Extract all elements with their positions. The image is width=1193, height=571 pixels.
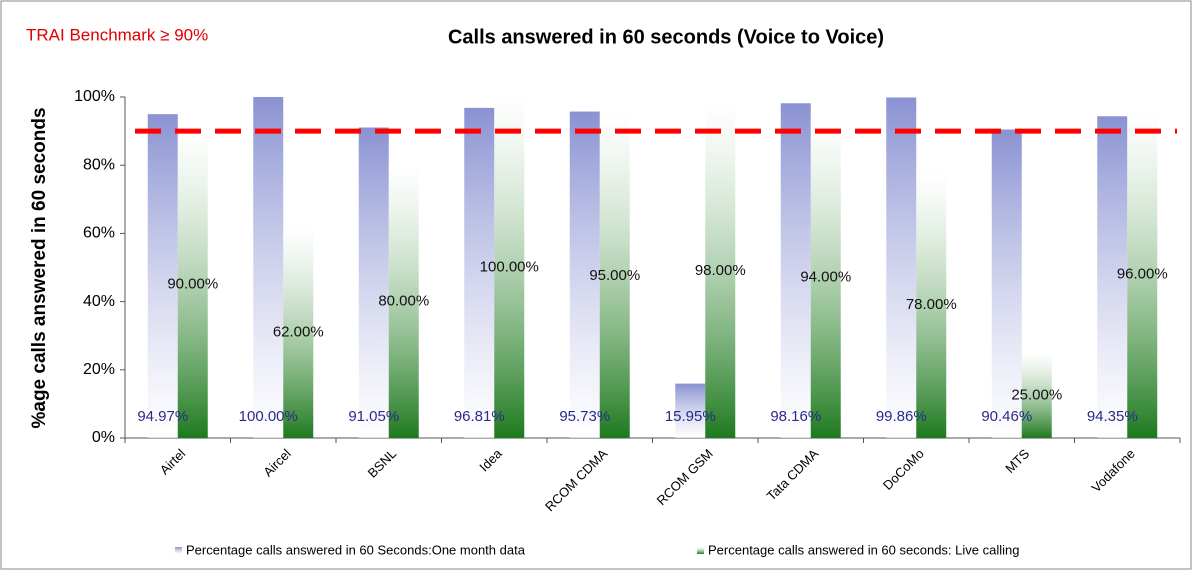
data-label: 96.81% bbox=[454, 408, 505, 425]
legend-swatch bbox=[175, 547, 182, 554]
data-label: 80.00% bbox=[378, 293, 429, 310]
y-tick-label: 0% bbox=[92, 429, 115, 446]
bar bbox=[810, 117, 841, 439]
x-tick-label: Idea bbox=[476, 445, 505, 474]
bar bbox=[464, 107, 495, 438]
data-label: 94.97% bbox=[137, 408, 188, 425]
y-tick-label: 40% bbox=[83, 293, 115, 310]
bar bbox=[705, 103, 736, 438]
data-label: 95.00% bbox=[589, 267, 640, 284]
data-label: 95.73% bbox=[559, 408, 610, 425]
data-label: 99.86% bbox=[876, 408, 927, 425]
bar bbox=[599, 114, 630, 439]
bar bbox=[388, 165, 419, 438]
data-label: 96.00% bbox=[1117, 265, 1168, 282]
x-tick-label: RCOM GSM bbox=[654, 446, 716, 508]
bar bbox=[916, 172, 947, 438]
data-label: 94.35% bbox=[1087, 408, 1138, 425]
bar bbox=[177, 131, 208, 438]
bar bbox=[253, 97, 284, 438]
x-tick-label: MTS bbox=[1002, 446, 1032, 476]
x-tick-label: RCOM CDMA bbox=[542, 446, 611, 515]
x-tick-label: Tata CDMA bbox=[764, 446, 822, 504]
bar bbox=[494, 97, 525, 438]
bar bbox=[1021, 352, 1052, 438]
y-tick-label: 100% bbox=[74, 88, 115, 105]
bar bbox=[1097, 116, 1128, 438]
data-label: 90.00% bbox=[167, 276, 218, 293]
bar bbox=[358, 127, 389, 438]
y-tick-label: 20% bbox=[83, 361, 115, 378]
y-tick-label: 60% bbox=[83, 225, 115, 242]
bar bbox=[283, 226, 314, 438]
data-label: 100.00% bbox=[480, 258, 539, 275]
benchmark-note: TRAI Benchmark ≥ 90% bbox=[26, 25, 208, 44]
data-label: 62.00% bbox=[273, 323, 324, 340]
x-tick-label: BSNL bbox=[365, 446, 400, 481]
bar bbox=[991, 129, 1022, 438]
legend-label: Percentage calls answered in 60 Seconds:… bbox=[186, 542, 526, 557]
bar bbox=[1127, 110, 1158, 438]
data-label: 91.05% bbox=[348, 408, 399, 425]
bar bbox=[147, 114, 178, 439]
data-label: 98.16% bbox=[770, 408, 821, 425]
bar bbox=[675, 383, 706, 438]
chart-title: Calls answered in 60 seconds (Voice to V… bbox=[448, 26, 884, 48]
y-tick-label: 80% bbox=[83, 156, 115, 173]
legend-label: Percentage calls answered in 60 seconds:… bbox=[708, 542, 1019, 557]
data-label: 78.00% bbox=[906, 296, 957, 313]
data-label: 94.00% bbox=[800, 269, 851, 286]
bar bbox=[780, 103, 811, 438]
x-tick-label: Airtel bbox=[157, 446, 189, 478]
legend-swatch bbox=[697, 547, 704, 554]
data-label: 100.00% bbox=[239, 408, 298, 425]
data-label: 25.00% bbox=[1011, 386, 1062, 403]
x-tick-label: Vodafone bbox=[1088, 446, 1137, 495]
x-tick-label: DoCoMo bbox=[880, 446, 927, 493]
data-label: 15.95% bbox=[665, 408, 716, 425]
x-tick-label: Aircel bbox=[260, 446, 294, 480]
y-axis-label: %age calls answered in 60 seconds bbox=[29, 107, 50, 428]
data-label: 98.00% bbox=[695, 262, 746, 279]
data-label: 90.46% bbox=[981, 408, 1032, 425]
bar bbox=[569, 111, 600, 438]
bar bbox=[886, 97, 917, 438]
